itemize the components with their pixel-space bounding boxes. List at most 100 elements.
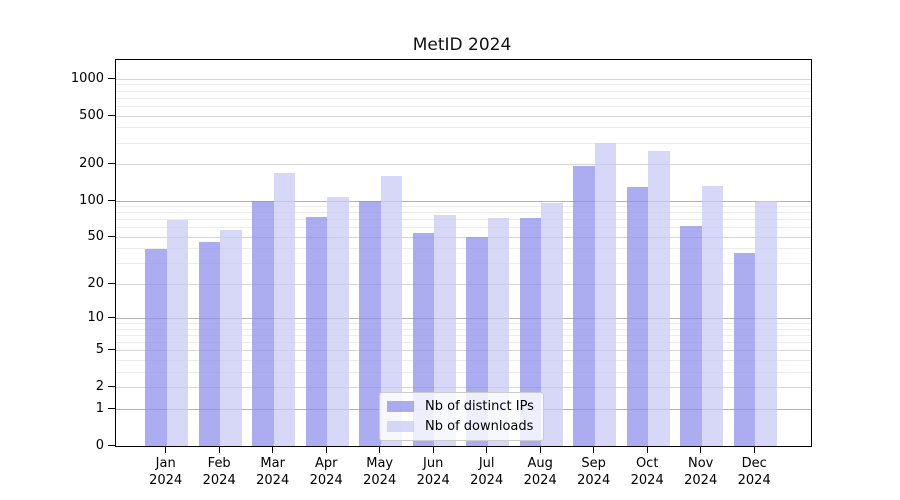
x-axis-tick-label: Dec 2024 [737, 456, 771, 488]
gridline-minor [116, 212, 811, 214]
bar-downloads-dec [755, 201, 777, 446]
bar-downloads-oct [648, 150, 670, 446]
x-axis-tick-label: Aug 2024 [523, 456, 557, 488]
bar-distinct-ips-jan [145, 248, 167, 446]
gridline-minor [116, 360, 811, 362]
y-axis-tick [108, 349, 115, 351]
y-axis-tick [108, 282, 115, 284]
bar-distinct-ips-apr [305, 216, 328, 446]
legend-item-downloads: Nb of downloads [387, 419, 534, 434]
gridline-minor [116, 227, 811, 229]
gridline-major [116, 236, 811, 238]
bar-distinct-ips-sep [573, 165, 595, 446]
bar-downloads-may [380, 176, 403, 446]
y-axis-tick-label: 200 [79, 156, 104, 172]
x-axis-tick [325, 446, 327, 453]
legend-item-distinct-ips: Nb of distinct IPs [387, 399, 534, 414]
bar-downloads-mar [273, 173, 296, 446]
x-axis-tick-label: Nov 2024 [684, 456, 718, 488]
y-axis-tick [108, 114, 115, 116]
legend-swatch-downloads [387, 421, 414, 432]
bar-downloads-aug [541, 202, 563, 446]
gridline-major [116, 164, 811, 166]
x-axis-tick [593, 446, 595, 453]
x-axis-tick-label: Jun 2024 [416, 456, 450, 488]
gridline-minor [116, 90, 811, 92]
x-axis-tick-label: Sep 2024 [577, 456, 611, 488]
bar-distinct-ips-oct [626, 187, 649, 446]
y-axis-tick [108, 199, 115, 201]
bar-downloads-jul [487, 218, 510, 446]
gridline-minor [116, 371, 811, 373]
x-axis-tick [753, 446, 755, 453]
x-axis-tick [218, 446, 220, 453]
y-axis-tick [108, 77, 115, 79]
bar-downloads-jun [434, 215, 456, 446]
gridline-minor [116, 328, 811, 330]
gridline-major [116, 78, 811, 80]
y-axis-tick-label: 1000 [70, 70, 104, 86]
y-axis-tick [108, 407, 115, 409]
legend: Nb of distinct IPs Nb of downloads [379, 392, 544, 441]
plot-area [115, 59, 812, 447]
x-axis-tick [165, 446, 167, 453]
chart-title: MetID 2024 [412, 35, 512, 55]
gridline-minor [116, 142, 811, 144]
gridline-major [116, 283, 811, 285]
gridline-major [116, 350, 811, 352]
x-axis-tick [486, 446, 488, 453]
x-axis-tick [700, 446, 702, 453]
gridline-minor [116, 84, 811, 86]
gridline-minor [116, 342, 811, 344]
gridline-minor [116, 323, 811, 325]
y-axis-tick-label: 100 [79, 192, 104, 208]
gridline-major [116, 115, 811, 117]
x-axis-tick-label: Jan 2024 [149, 456, 183, 488]
gridline-strong [116, 200, 811, 202]
legend-label-downloads: Nb of downloads [425, 419, 534, 434]
bar-distinct-ips-aug [519, 217, 542, 446]
x-axis-tick-label: May 2024 [363, 456, 397, 488]
bar-downloads-jan [166, 219, 189, 446]
x-axis-tick [432, 446, 434, 453]
bar-distinct-ips-dec [733, 252, 756, 446]
y-axis-tick [108, 235, 115, 237]
y-axis-tick [108, 317, 115, 319]
gridline-major [116, 387, 811, 389]
x-axis-tick-label: Oct 2024 [630, 456, 664, 488]
legend-swatch-distinct-ips [387, 401, 414, 412]
x-axis-tick-label: Apr 2024 [309, 456, 343, 488]
gridline-strong [116, 318, 811, 320]
gridline-minor [116, 127, 811, 129]
x-axis-tick-label: Feb 2024 [202, 456, 236, 488]
x-axis-tick [539, 446, 541, 453]
gridline-minor [116, 97, 811, 99]
y-axis-tick-label: 0 [95, 437, 104, 453]
x-axis-tick-label: Mar 2024 [256, 456, 290, 488]
y-axis-tick-label: 20 [87, 275, 104, 291]
x-axis-tick [272, 446, 274, 453]
y-axis-tick-label: 1 [95, 400, 104, 416]
bar-downloads-feb [220, 229, 242, 446]
x-axis-tick [646, 446, 648, 453]
gridline-minor [116, 335, 811, 337]
gridline-minor [116, 206, 811, 208]
bar-distinct-ips-may [359, 201, 381, 446]
bar-distinct-ips-mar [252, 201, 274, 446]
gridline-minor [116, 248, 811, 250]
bar-downloads-sep [594, 143, 617, 446]
y-axis-tick [108, 386, 115, 388]
y-axis-tick-label: 500 [79, 107, 104, 123]
y-axis-tick [108, 444, 115, 446]
bar-downloads-nov [701, 186, 724, 446]
y-axis-tick-label: 10 [87, 310, 104, 326]
x-axis-tick-label: Jul 2024 [470, 456, 504, 488]
bar-downloads-apr [327, 197, 349, 446]
legend-label-distinct-ips: Nb of distinct IPs [425, 399, 534, 414]
y-axis-tick-label: 50 [87, 228, 104, 244]
y-axis-tick-label: 5 [95, 342, 104, 358]
y-axis-tick [108, 163, 115, 165]
gridline-minor [116, 219, 811, 221]
gridline-minor [116, 263, 811, 265]
